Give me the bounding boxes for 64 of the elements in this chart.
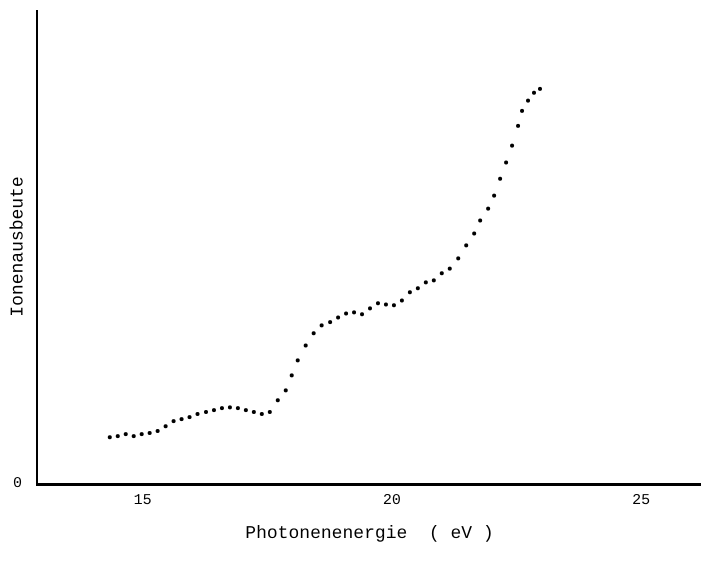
point <box>384 302 388 306</box>
point <box>108 435 112 440</box>
point <box>252 410 256 414</box>
point <box>220 406 224 410</box>
point <box>510 144 514 148</box>
point <box>344 312 348 316</box>
text: 0 <box>13 475 22 492</box>
y-axis-title: Ionenausbeute <box>8 176 29 317</box>
point <box>156 428 160 433</box>
point <box>456 256 460 260</box>
point <box>290 373 294 378</box>
point <box>244 408 248 412</box>
point <box>520 108 524 113</box>
point <box>116 434 120 438</box>
point <box>472 231 476 236</box>
point <box>400 298 404 302</box>
x-axis-title: Photonenenergie ( eV ) <box>245 524 494 544</box>
point <box>538 86 542 91</box>
point <box>148 430 152 435</box>
point <box>228 405 232 410</box>
point <box>196 412 200 416</box>
point <box>440 271 444 276</box>
x-tick-label: 25 <box>632 492 650 509</box>
point <box>526 98 530 103</box>
point <box>360 312 364 316</box>
point <box>478 218 482 222</box>
point <box>424 280 428 284</box>
point <box>304 343 308 348</box>
point <box>486 206 490 211</box>
point <box>432 278 436 282</box>
point <box>352 310 356 314</box>
point <box>376 301 380 306</box>
point <box>464 243 468 248</box>
point <box>188 415 192 420</box>
point <box>532 90 536 95</box>
point <box>268 410 272 414</box>
point <box>320 323 324 328</box>
point <box>212 408 216 412</box>
point <box>516 124 520 128</box>
point <box>368 306 372 310</box>
point <box>296 358 300 362</box>
point <box>492 194 496 198</box>
point <box>124 432 128 436</box>
point <box>392 303 396 308</box>
point <box>336 315 340 320</box>
x-tick-label: 20 <box>382 492 401 509</box>
point <box>260 412 264 416</box>
point <box>132 434 136 438</box>
point <box>164 424 168 428</box>
point <box>328 320 332 324</box>
point <box>498 176 502 181</box>
point <box>180 417 184 422</box>
point <box>408 290 412 294</box>
point <box>204 410 208 414</box>
point <box>172 419 176 424</box>
point <box>276 398 280 402</box>
point <box>284 388 288 392</box>
point <box>416 286 420 290</box>
point <box>140 432 144 436</box>
point <box>504 160 508 165</box>
point <box>312 331 316 336</box>
point <box>236 406 240 410</box>
x-tick-label: 15 <box>134 492 152 509</box>
point <box>448 266 452 271</box>
